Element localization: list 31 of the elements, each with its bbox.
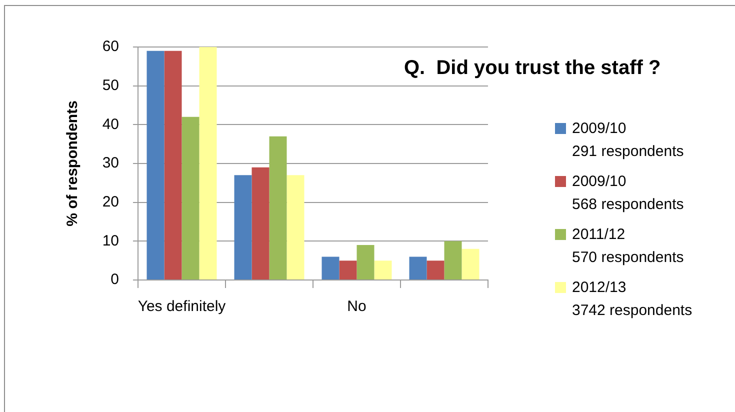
bar <box>462 248 480 280</box>
bar <box>409 256 427 280</box>
y-tick-label: 0 <box>110 271 119 288</box>
y-tick-label: 60 <box>102 38 119 56</box>
legend-label: 2009/10 291 respondents <box>572 119 684 162</box>
y-tick-label: 10 <box>102 232 119 250</box>
bar <box>339 260 357 280</box>
x-tick-label: No <box>347 298 366 316</box>
legend-label: 2009/10 568 respondents <box>572 172 684 215</box>
bar <box>269 136 287 280</box>
text: Q. Did you trust the staff ? <box>404 57 661 80</box>
bar <box>322 256 340 280</box>
bar <box>426 260 444 280</box>
bar <box>146 50 164 280</box>
bar <box>199 47 217 280</box>
y-tick-label: 20 <box>102 193 119 210</box>
bar <box>182 116 200 280</box>
bar <box>286 175 304 280</box>
y-tick-label: 50 <box>102 76 119 94</box>
bar <box>252 167 270 280</box>
bar <box>164 50 182 280</box>
x-tick-label: Yes definitely <box>138 298 226 316</box>
y-axis-title: % of respondents <box>64 100 82 226</box>
bar <box>234 175 252 280</box>
bar <box>374 260 392 280</box>
y-tick-label: 40 <box>102 116 119 133</box>
bar <box>356 245 374 280</box>
y-tick-label: 30 <box>102 154 119 172</box>
bar <box>444 241 462 280</box>
legend-label: 2012/13 3742 respondents <box>572 278 692 321</box>
legend-label: 2011/12 570 respondents <box>572 225 684 268</box>
